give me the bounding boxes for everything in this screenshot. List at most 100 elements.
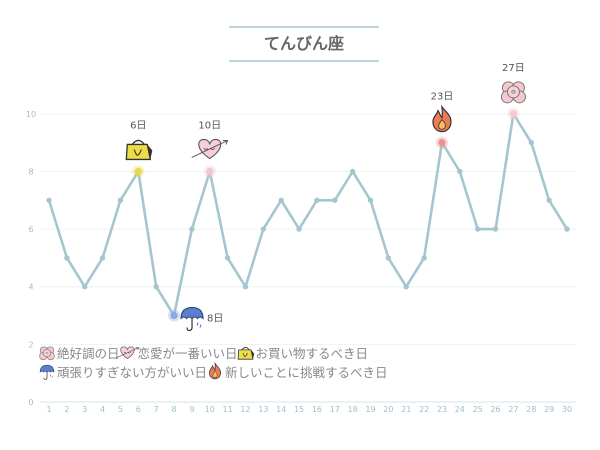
x-tick-label: 27	[508, 405, 518, 414]
data-point	[546, 197, 552, 203]
legend-label: 頑張りすぎない方がいい日	[57, 365, 207, 380]
x-tick-label: 7	[154, 405, 159, 414]
flower-icon	[500, 81, 526, 104]
x-tick-label: 26	[490, 405, 500, 414]
y-axis-ticks: 0 2 4 6 8 10	[26, 110, 36, 407]
x-tick-label: 30	[562, 405, 572, 414]
annotation-label: 10日	[198, 120, 221, 131]
x-tick-label: 13	[258, 405, 268, 414]
flower-icon	[39, 346, 55, 361]
x-tick-label: 10	[205, 405, 215, 414]
legend-icon	[39, 346, 55, 361]
x-tick-label: 6	[136, 405, 141, 414]
grid-lines	[40, 113, 576, 403]
data-point	[385, 255, 392, 261]
x-tick-label: 19	[365, 405, 375, 414]
series-line	[47, 112, 569, 317]
data-point	[296, 226, 302, 232]
x-axis-ticks: 1 2 3 4 5 6 7 8 9 10 11 12 13 14 15 16 17 18 19 20 21 22 23 24 2…	[46, 405, 572, 414]
x-tick-label: 8	[171, 405, 176, 414]
x-tick-label: 24	[455, 405, 465, 414]
umbrella-icon	[180, 306, 204, 332]
legend-label: 恋愛が一番いい日	[138, 346, 238, 361]
x-tick-label: 5	[118, 405, 123, 414]
data-point	[242, 284, 249, 290]
x-tick-label: 9	[189, 405, 194, 414]
data-point	[46, 197, 52, 203]
y-tick-label: 0	[28, 398, 33, 407]
shopping-bag-icon	[125, 139, 154, 161]
data-point	[367, 197, 374, 203]
legend-label: 新しいことに挑戦するべき日	[225, 365, 388, 380]
annotation-label: 23日	[431, 92, 454, 103]
x-tick-label: 1	[46, 405, 51, 414]
x-tick-label: 18	[348, 405, 358, 414]
legend-icon	[115, 346, 140, 359]
data-point-highlight	[206, 167, 214, 176]
annotation-label: 27日	[502, 63, 525, 74]
data-point	[153, 284, 159, 290]
x-tick-label: 14	[276, 405, 286, 414]
legend-icon	[39, 364, 55, 380]
data-point	[82, 284, 88, 290]
heart-icon	[115, 346, 140, 359]
data-point	[564, 226, 570, 232]
data-point	[99, 255, 106, 261]
data-point	[474, 226, 481, 232]
data-point-highlight	[509, 110, 518, 118]
fire-icon	[209, 362, 221, 380]
x-tick-label: 28	[526, 405, 536, 414]
annotation-label: 8日	[207, 314, 223, 325]
x-tick-label: 23	[437, 405, 447, 414]
x-tick-label: 4	[100, 405, 105, 414]
x-tick-label: 22	[419, 405, 429, 414]
legend-label: 絶好調の日	[57, 346, 120, 361]
data-point	[224, 255, 231, 261]
x-tick-label: 17	[330, 405, 340, 414]
data-point	[64, 255, 70, 261]
legend-icon	[237, 346, 255, 360]
annotation-label: 6日	[130, 120, 146, 131]
x-tick-label: 11	[223, 405, 233, 414]
data-point	[349, 168, 356, 175]
data-point-highlight	[134, 167, 142, 176]
x-tick-label: 15	[294, 405, 304, 414]
legend-label: お買い物するべき日	[256, 346, 369, 361]
data-point	[314, 197, 320, 203]
x-tick-label: 12	[240, 405, 250, 414]
data-points	[46, 107, 570, 322]
data-point	[528, 139, 534, 146]
y-tick-label: 6	[28, 225, 33, 234]
x-tick-label: 2	[64, 405, 69, 414]
data-point	[260, 226, 267, 232]
annotations: 6日 8日 10日 23日 27日	[125, 63, 526, 332]
y-tick-label: 2	[28, 340, 33, 349]
y-tick-label: 8	[28, 167, 33, 176]
y-tick-label: 4	[28, 283, 33, 292]
data-point	[278, 197, 284, 203]
data-point	[117, 197, 124, 203]
x-tick-label: 25	[473, 405, 483, 414]
data-point	[189, 226, 195, 232]
fire-icon	[432, 106, 452, 133]
shopping-bag-icon	[237, 346, 255, 360]
x-tick-label: 29	[544, 405, 554, 414]
data-point	[492, 226, 499, 232]
data-point	[421, 255, 427, 261]
legend-icon	[209, 362, 221, 380]
x-tick-label: 16	[312, 405, 322, 414]
chart-title: てんびん座	[264, 34, 344, 53]
data-point	[403, 284, 409, 290]
x-tick-label: 21	[401, 405, 411, 414]
data-point	[457, 168, 463, 175]
y-tick-label: 10	[26, 110, 36, 119]
umbrella-icon	[39, 364, 55, 380]
data-point-highlight	[438, 139, 446, 147]
heart-icon	[191, 138, 229, 160]
x-tick-label: 3	[82, 405, 87, 414]
data-point	[332, 197, 338, 203]
data-point-highlight	[170, 311, 178, 320]
x-tick-label: 20	[383, 405, 393, 414]
